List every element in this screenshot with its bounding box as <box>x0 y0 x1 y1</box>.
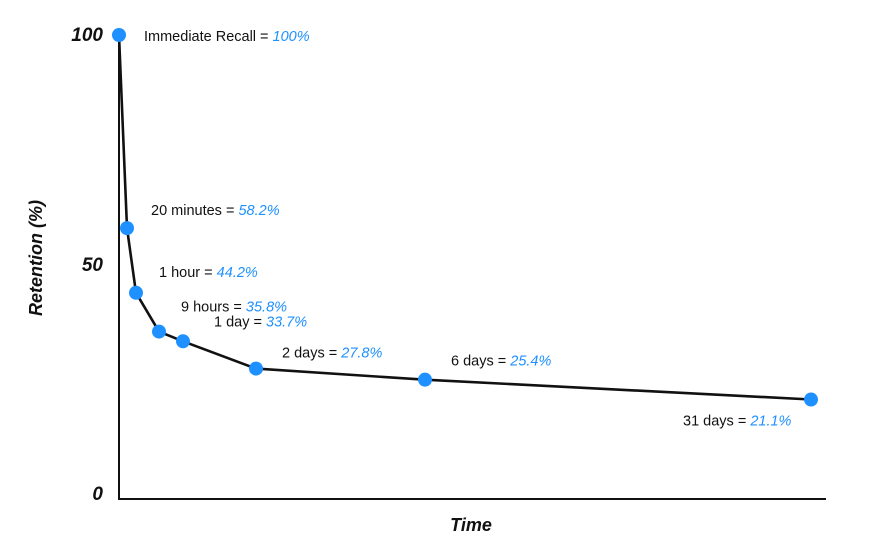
axes <box>118 35 826 500</box>
data-point <box>249 361 263 376</box>
data-point <box>176 334 190 349</box>
data-point <box>120 221 134 236</box>
data-label-time: 2 days <box>282 346 325 362</box>
data-label-time: 1 day <box>214 314 250 330</box>
data-label: 1 day = 33.7% <box>214 314 307 330</box>
data-label-time: 31 days <box>683 414 734 430</box>
y-tick-labels: 0 50 100 <box>71 25 103 505</box>
retention-curve <box>117 33 813 401</box>
data-point <box>804 392 818 407</box>
data-points <box>112 28 818 407</box>
data-label-time: Immediate Recall <box>144 29 256 45</box>
data-label: 31 days = 21.1% <box>683 414 792 430</box>
data-label-value: 58.2% <box>238 203 279 219</box>
data-point <box>152 324 166 339</box>
data-label-equals: = <box>494 354 511 370</box>
data-point <box>418 372 432 387</box>
data-label-value: 100% <box>273 29 310 45</box>
x-axis-label: Time <box>450 515 492 535</box>
data-labels: Immediate Recall = 100% 20 minutes = 58.2… <box>144 29 792 430</box>
y-tick-label: 50 <box>82 255 104 276</box>
data-label-time: 20 minutes <box>151 203 222 219</box>
data-label-value: 33.7% <box>266 314 307 330</box>
data-label-value: 21.1% <box>749 414 791 430</box>
data-label-value: 25.4% <box>509 354 551 370</box>
data-label-time: 9 hours <box>181 300 229 316</box>
data-label-time: 6 days <box>451 354 494 370</box>
data-label: 6 days = 25.4% <box>451 354 551 370</box>
data-label-equals: = <box>249 314 266 330</box>
y-tick-label: 100 <box>71 25 103 46</box>
data-label: 1 hour = 44.2% <box>159 265 258 281</box>
data-label: 2 days = 27.8% <box>282 346 382 362</box>
data-label-value: 27.8% <box>340 346 382 362</box>
data-label-value: 35.8% <box>246 300 287 316</box>
data-point <box>129 285 143 300</box>
y-tick-label: 0 <box>92 484 103 505</box>
data-label: Immediate Recall = 100% <box>144 29 310 45</box>
data-label-equals: = <box>734 414 751 430</box>
data-label: 9 hours = 35.8% <box>181 300 287 316</box>
data-label-equals: = <box>256 29 273 45</box>
data-label-equals: = <box>325 346 342 362</box>
data-label-equals: = <box>222 203 239 219</box>
data-label-equals: = <box>200 265 217 281</box>
data-label-value: 44.2% <box>217 265 258 281</box>
data-label: 20 minutes = 58.2% <box>151 203 280 219</box>
data-label-equals: = <box>229 300 246 316</box>
y-axis-label: Retention (%) <box>26 200 46 316</box>
data-label-time: 1 hour <box>159 265 200 281</box>
data-point <box>112 28 126 42</box>
